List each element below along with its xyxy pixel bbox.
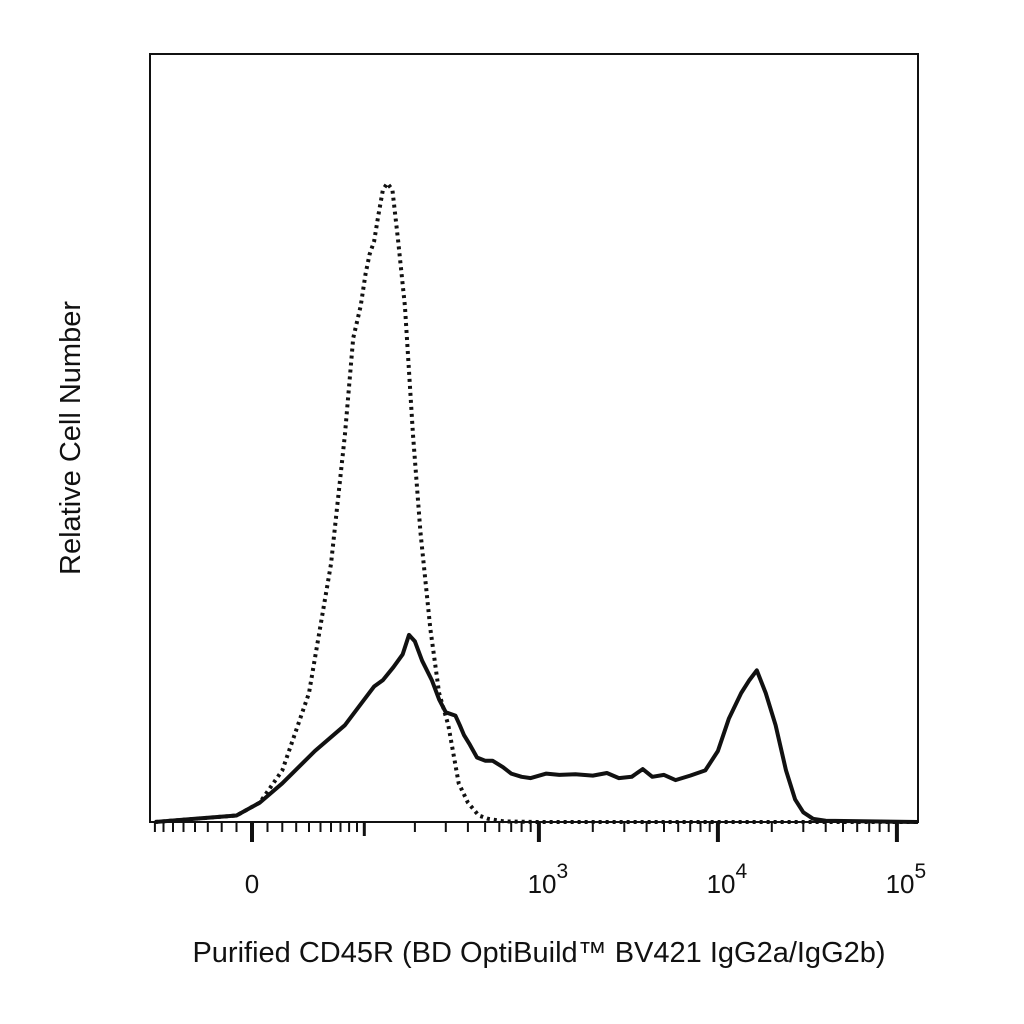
tick-label-exponent: 4 xyxy=(736,860,748,883)
tick-label-base: 10 xyxy=(886,869,915,899)
y-axis-label: Relative Cell Number xyxy=(55,301,87,575)
x-axis-ticks xyxy=(153,822,899,842)
x-tick-label: 105 xyxy=(886,860,927,899)
histogram-curves xyxy=(154,181,919,824)
x-tick-label: 103 xyxy=(528,860,569,899)
tick-label-base: 10 xyxy=(528,869,557,899)
x-tick-label: 104 xyxy=(707,860,748,899)
isotype-control-curve xyxy=(154,181,918,824)
x-axis-tick-labels: 0 103 104 105 xyxy=(245,860,926,899)
plot-frame xyxy=(149,53,919,823)
x-tick-label: 0 xyxy=(245,869,259,899)
tick-label-exponent: 5 xyxy=(915,860,927,883)
tick-label-base: 10 xyxy=(707,869,736,899)
x-axis-label: Purified CD45R (BD OptiBuild™ BV421 IgG2… xyxy=(192,937,885,969)
tick-label-exponent: 3 xyxy=(557,860,569,883)
stained-sample-curve xyxy=(154,632,919,824)
